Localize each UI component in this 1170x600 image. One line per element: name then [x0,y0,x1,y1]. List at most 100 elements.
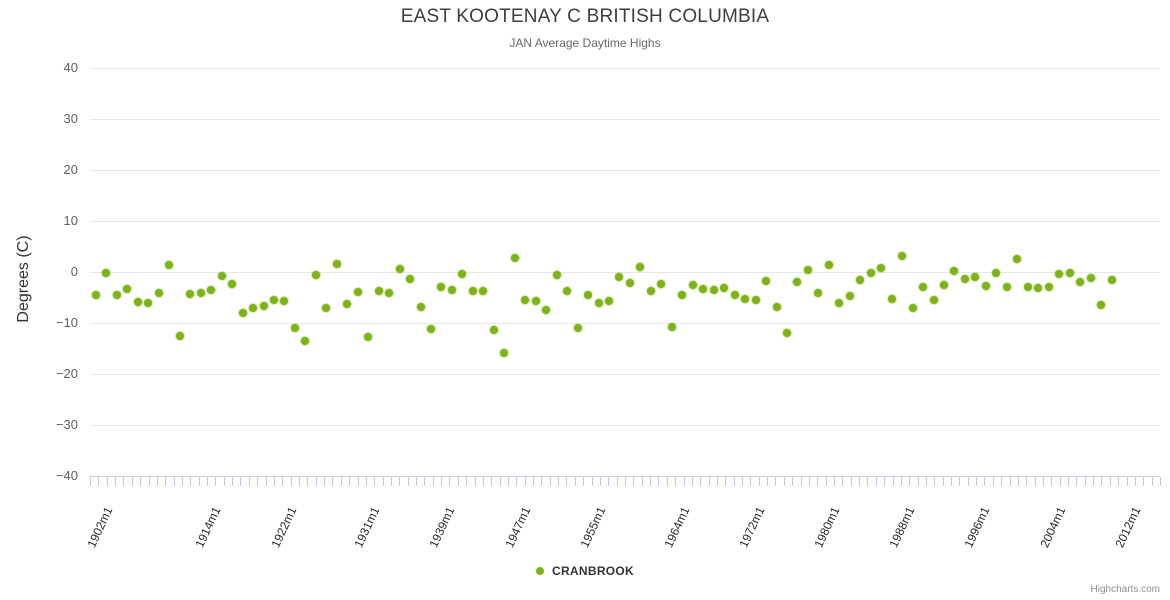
data-point[interactable] [605,296,613,305]
data-point[interactable] [531,296,540,305]
data-point[interactable] [584,290,593,299]
data-point[interactable] [123,284,132,293]
data-point[interactable] [165,260,174,269]
data-point[interactable] [479,286,488,295]
data-point[interactable] [751,296,760,305]
data-point[interactable] [1044,282,1053,291]
data-point[interactable] [960,275,969,284]
data-point[interactable] [1097,300,1106,309]
data-point[interactable] [594,298,603,307]
data-point[interactable] [793,278,802,287]
data-point[interactable] [427,325,436,334]
data-point[interactable] [992,268,1001,277]
data-point[interactable] [678,290,687,299]
data-point[interactable] [280,296,289,305]
data-point[interactable] [1107,276,1116,285]
data-point[interactable] [814,289,823,298]
data-point[interactable] [385,289,394,298]
data-point[interactable] [898,252,907,261]
data-point[interactable] [845,291,854,300]
data-point[interactable] [1065,268,1074,277]
data-point[interactable] [1023,282,1032,291]
data-point[interactable] [782,328,791,337]
data-point[interactable] [720,284,729,293]
data-point[interactable] [343,299,352,308]
data-point[interactable] [856,275,865,284]
data-point[interactable] [133,297,142,306]
data-point[interactable] [228,280,237,289]
data-point[interactable] [102,269,111,278]
data-point[interactable] [1002,283,1011,292]
data-point[interactable] [835,299,844,308]
data-point[interactable] [1034,284,1043,293]
data-point[interactable] [196,289,205,298]
data-point[interactable] [615,273,624,282]
data-point[interactable] [877,264,886,273]
data-point[interactable] [908,304,917,313]
data-point[interactable] [322,303,331,312]
data-point[interactable] [259,301,268,310]
data-point[interactable] [709,286,718,295]
data-point[interactable] [353,288,362,297]
data-point[interactable] [249,304,258,313]
data-point[interactable] [625,279,634,288]
data-point[interactable] [636,263,645,272]
data-point[interactable] [940,280,949,289]
data-point[interactable] [154,288,163,297]
data-point[interactable] [489,326,498,335]
data-point[interactable] [238,308,247,317]
data-point[interactable] [929,296,938,305]
data-point[interactable] [866,268,875,277]
data-point[interactable] [887,294,896,303]
data-point[interactable] [542,306,551,315]
data-point[interactable] [332,259,341,268]
data-point[interactable] [290,323,299,332]
data-point[interactable] [552,270,561,279]
data-point[interactable] [657,279,666,288]
data-point[interactable] [824,261,833,270]
data-point[interactable] [1086,274,1095,283]
data-point[interactable] [416,303,425,312]
data-point[interactable] [573,323,582,332]
data-point[interactable] [269,295,278,304]
data-point[interactable] [301,337,310,346]
chart-credits[interactable]: Highcharts.com [1090,584,1160,595]
data-point[interactable] [364,332,373,341]
data-point[interactable] [1055,270,1064,279]
data-point[interactable] [186,290,195,299]
data-point[interactable] [803,265,812,274]
data-point[interactable] [521,295,530,304]
data-point[interactable] [395,265,404,274]
legend-item-cranbrook[interactable]: CRANBROOK [535,563,634,578]
data-point[interactable] [510,253,519,262]
data-point[interactable] [374,287,383,296]
data-point[interactable] [437,282,446,291]
data-point[interactable] [730,291,739,300]
data-point[interactable] [971,273,980,282]
data-point[interactable] [468,286,477,295]
data-point[interactable] [741,295,750,304]
data-point[interactable] [981,282,990,291]
data-point[interactable] [447,285,456,294]
data-point[interactable] [458,269,467,278]
data-point[interactable] [919,283,928,292]
data-point[interactable] [112,291,121,300]
data-point[interactable] [406,275,415,284]
data-point[interactable] [1076,277,1085,286]
data-point[interactable] [311,270,320,279]
data-point[interactable] [500,348,509,357]
data-point[interactable] [207,286,216,295]
data-point[interactable] [175,332,184,341]
data-point[interactable] [762,276,771,285]
data-point[interactable] [1013,255,1022,264]
data-point[interactable] [92,291,100,300]
data-point[interactable] [667,323,676,332]
data-point[interactable] [563,287,572,296]
data-point[interactable] [772,302,781,311]
data-point[interactable] [950,267,959,276]
data-point[interactable] [646,287,655,296]
data-point[interactable] [217,271,226,280]
data-point[interactable] [688,280,697,289]
data-point[interactable] [699,285,708,294]
data-point[interactable] [144,298,153,307]
